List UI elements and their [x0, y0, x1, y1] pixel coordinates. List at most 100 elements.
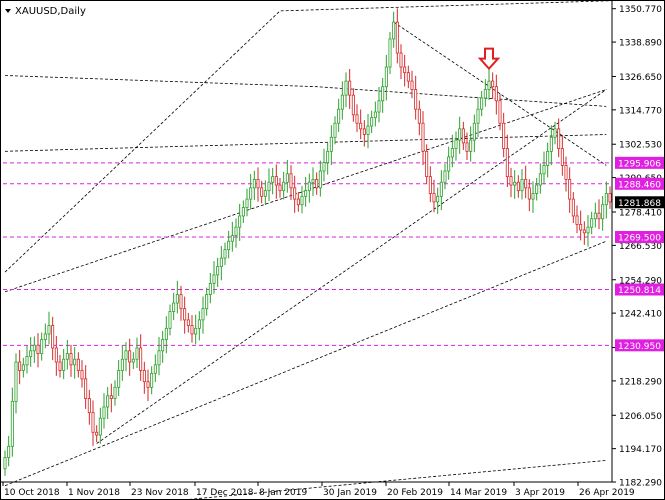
candle-body [201, 308, 205, 321]
candle [487, 67, 491, 100]
candle [516, 175, 520, 198]
candle-body [139, 347, 143, 371]
candle [223, 242, 227, 266]
candle [340, 81, 344, 120]
chart-header: XAUUSD,Daily [5, 6, 86, 17]
candle [142, 361, 146, 394]
candle-body [186, 319, 190, 326]
y-tick-label: 1302.530 [619, 141, 662, 151]
candle [311, 167, 315, 197]
candle-body [469, 139, 473, 152]
candle-body [487, 80, 491, 90]
candle [406, 65, 410, 89]
candle [25, 346, 29, 374]
candle-body [604, 193, 608, 206]
candle-body [128, 350, 132, 363]
candle-body [179, 294, 183, 310]
candle [252, 170, 256, 200]
candle [351, 88, 355, 122]
candle-body [406, 72, 410, 82]
candle-body [443, 170, 447, 183]
candle [65, 339, 69, 370]
candle-body [296, 198, 300, 206]
level-label: 1269.500 [618, 234, 661, 244]
candle [241, 200, 245, 223]
candle-body [47, 325, 51, 335]
candle [377, 87, 381, 123]
candle-body [410, 80, 414, 90]
candle-body [450, 148, 454, 158]
candle-body [472, 122, 476, 141]
x-tick-label: 30 Jan 2019 [323, 488, 377, 498]
candle [494, 74, 498, 115]
candle [76, 352, 80, 378]
candle-body [480, 97, 484, 110]
candle [480, 90, 484, 117]
candle [139, 334, 143, 381]
candle-body [399, 52, 403, 68]
candle [384, 54, 388, 101]
candle [447, 146, 451, 180]
dropdown-triangle-icon[interactable] [5, 9, 11, 13]
candle [32, 336, 36, 363]
candle-body [216, 266, 220, 276]
x-tick-label: 1 Nov 2018 [68, 488, 120, 498]
candle-body [575, 215, 579, 225]
x-tick-label: 8 Jan 2019 [259, 488, 307, 498]
candle [564, 156, 568, 192]
candle-body [535, 184, 539, 194]
candle-body [311, 179, 315, 183]
candle-body [557, 128, 561, 149]
candle-body [150, 372, 154, 388]
candle-body [146, 381, 150, 388]
candle-body [117, 370, 121, 388]
candle [421, 111, 425, 166]
candle-body [538, 173, 542, 186]
candle-body [230, 235, 234, 242]
candle [84, 365, 88, 409]
y-tick-label: 1350.770 [619, 5, 662, 15]
candle [553, 121, 557, 145]
candle [43, 323, 47, 349]
peak-marker [477, 47, 501, 71]
candle-body [274, 176, 278, 186]
candle [461, 121, 465, 150]
candle-body [421, 122, 425, 152]
candle-body [84, 378, 88, 399]
candle [164, 316, 168, 354]
candle-body [597, 212, 601, 220]
candle-body [560, 148, 564, 166]
candle [153, 354, 157, 382]
candle [212, 261, 216, 294]
candle [296, 192, 300, 212]
candle [51, 316, 55, 361]
candle [106, 387, 110, 420]
candle [414, 75, 418, 120]
candle [102, 393, 106, 429]
y-tick-label: 1254.290 [619, 276, 662, 286]
candle-body [307, 181, 311, 192]
candle-body [601, 204, 605, 220]
candle-body [322, 162, 326, 172]
candle-body [388, 38, 392, 68]
trend-line-long-channel-base [178, 460, 607, 500]
x-tick-label: 3 Apr 2019 [515, 488, 565, 498]
candle [307, 173, 311, 203]
candle [40, 332, 44, 361]
candle [571, 192, 575, 223]
candle [329, 125, 333, 166]
candle-body [36, 344, 40, 355]
candle-body [205, 294, 209, 310]
candle-body [531, 193, 535, 200]
candle [300, 185, 304, 214]
candle-body [553, 128, 557, 138]
candle [337, 98, 341, 132]
trend-line-upper-channel-diagonal [4, 0, 648, 273]
candle [285, 160, 289, 193]
trend-line-mid-channel-rising [4, 134, 607, 152]
candle-body [498, 100, 502, 124]
candle-body [549, 136, 553, 152]
candle [359, 109, 363, 140]
candle [362, 120, 366, 147]
candle [593, 202, 597, 228]
